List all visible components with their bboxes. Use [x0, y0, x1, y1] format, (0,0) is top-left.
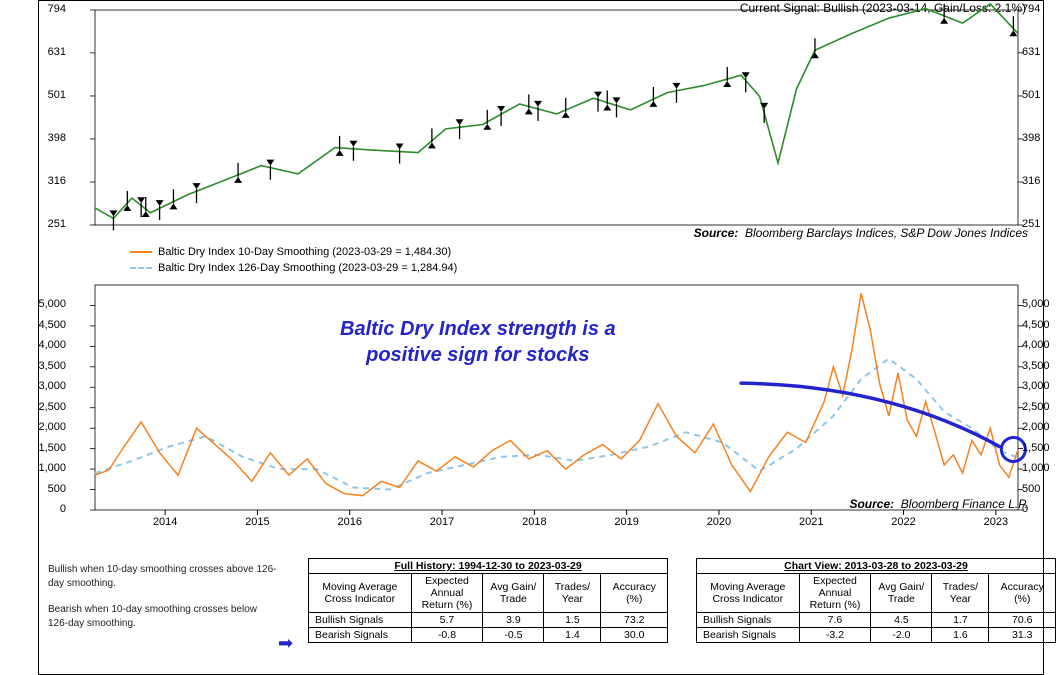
- xtick: 2014: [145, 516, 185, 528]
- xtick: 2016: [330, 516, 370, 528]
- ytick: 251: [6, 218, 66, 230]
- ytick: 398: [6, 132, 66, 144]
- ytick: 0: [6, 503, 66, 515]
- ytick: 501: [1022, 89, 1056, 101]
- ytick: 4,500: [6, 319, 66, 331]
- ytick: 3,000: [1022, 380, 1056, 392]
- ytick: 500: [1022, 483, 1056, 495]
- ytick: 398: [1022, 132, 1056, 144]
- ytick: 4,000: [6, 339, 66, 351]
- ytick: 501: [6, 89, 66, 101]
- ytick: 794: [6, 3, 66, 15]
- ytick: 2,500: [6, 401, 66, 413]
- xtick: 2020: [699, 516, 739, 528]
- ytick: 631: [1022, 46, 1056, 58]
- ytick: 0: [1022, 503, 1056, 515]
- ytick: 500: [6, 483, 66, 495]
- xtick: 2017: [422, 516, 462, 528]
- xtick: 2019: [607, 516, 647, 528]
- ytick: 5,000: [6, 298, 66, 310]
- ytick: 2,000: [6, 421, 66, 433]
- note-bullish: Bullish when 10-day smoothing crosses ab…: [48, 563, 278, 591]
- pointer-arrow-icon: ➡: [278, 633, 293, 654]
- ytick: 251: [1022, 218, 1056, 230]
- xtick: 2018: [514, 516, 554, 528]
- ytick: 5,000: [1022, 298, 1056, 310]
- table-full-history: Full History: 1994-12-30 to 2023-03-29Mo…: [308, 558, 668, 643]
- ytick: 1,000: [1022, 462, 1056, 474]
- ytick: 1,000: [6, 462, 66, 474]
- ytick: 631: [6, 46, 66, 58]
- ytick: 1,500: [1022, 442, 1056, 454]
- ytick: 3,000: [6, 380, 66, 392]
- ytick: 1,500: [6, 442, 66, 454]
- charts-svg: [0, 0, 1056, 555]
- xtick: 2023: [976, 516, 1016, 528]
- ytick: 316: [1022, 175, 1056, 187]
- ytick: 4,000: [1022, 339, 1056, 351]
- explanatory-notes: Bullish when 10-day smoothing crosses ab…: [48, 563, 278, 643]
- xtick: 2022: [884, 516, 924, 528]
- ytick: 794: [1022, 3, 1056, 15]
- stats-tables: Full History: 1994-12-30 to 2023-03-29Mo…: [308, 558, 1056, 643]
- ytick: 2,000: [1022, 421, 1056, 433]
- table-chart-view: Chart View: 2013-03-28 to 2023-03-29Movi…: [696, 558, 1056, 643]
- ytick: 2,500: [1022, 401, 1056, 413]
- note-bearish: Bearish when 10-day smoothing crosses be…: [48, 603, 278, 631]
- xtick: 2015: [237, 516, 277, 528]
- xtick: 2021: [791, 516, 831, 528]
- ytick: 4,500: [1022, 319, 1056, 331]
- ytick: 3,500: [6, 360, 66, 372]
- ytick: 3,500: [1022, 360, 1056, 372]
- ytick: 316: [6, 175, 66, 187]
